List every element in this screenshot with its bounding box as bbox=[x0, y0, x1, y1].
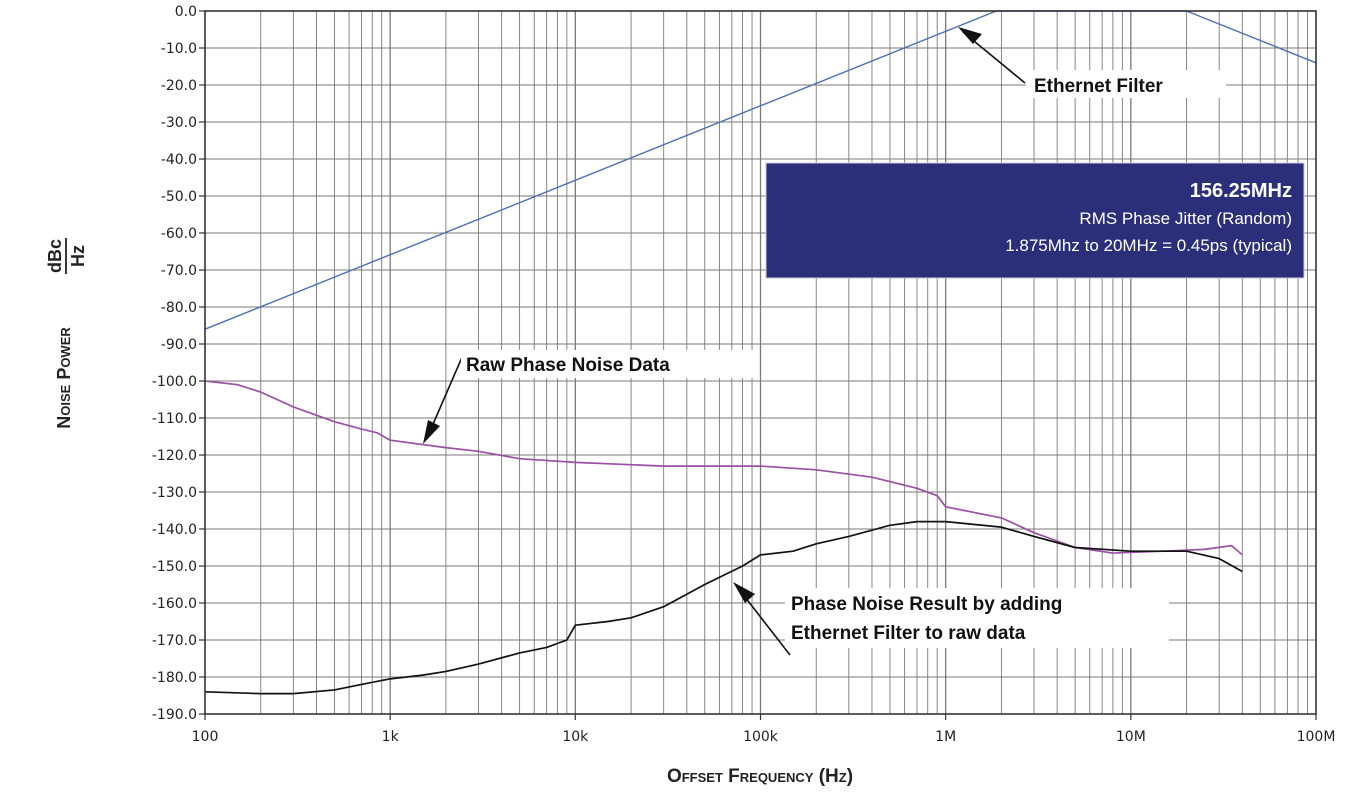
x-tick-label: 10k bbox=[562, 729, 589, 745]
y-tick-label: -150.0 bbox=[152, 559, 197, 575]
info-box-title: 156.25MHz bbox=[1190, 180, 1292, 202]
y-tick-label: -10.0 bbox=[161, 41, 197, 57]
y-tick-label: -70.0 bbox=[161, 263, 197, 279]
y-tick-label: -160.0 bbox=[152, 596, 197, 612]
y-axis-unit-denominator: Hz bbox=[68, 245, 88, 267]
x-axis-title: Offset Frequency (Hz) bbox=[667, 766, 853, 787]
y-axis-title-main: Noise Power bbox=[54, 327, 74, 429]
result-arrow-head bbox=[733, 582, 755, 603]
x-tick-label: 1k bbox=[382, 729, 400, 745]
annotation-labels: Ethernet Filter Raw Phase Noise Data Pha… bbox=[461, 70, 1226, 648]
info-box-line2: 1.875Mhz to 20MHz = 0.45ps (typical) bbox=[1005, 236, 1292, 255]
y-tick-label: -110.0 bbox=[152, 411, 197, 427]
y-tick-label: -140.0 bbox=[152, 522, 197, 538]
y-tick-label: 0.0 bbox=[175, 4, 197, 20]
y-tick-label: -80.0 bbox=[161, 300, 197, 316]
y-tick-label: -100.0 bbox=[152, 374, 197, 390]
ethernet-filter-label: Ethernet Filter bbox=[1034, 76, 1163, 97]
y-tick-label: -90.0 bbox=[161, 337, 197, 353]
y-tick-labels: 0.0 -10.0 -20.0 -30.0 -40.0 -50.0 -60.0 -70.0 -8… bbox=[152, 4, 197, 723]
y-tick-label: -30.0 bbox=[161, 115, 197, 131]
y-tick-label: -60.0 bbox=[161, 226, 197, 242]
info-box-background bbox=[765, 162, 1305, 279]
result-label-line1: Phase Noise Result by adding bbox=[791, 594, 1062, 615]
y-tick-label: -50.0 bbox=[161, 189, 197, 205]
x-tick-label: 10M bbox=[1116, 729, 1146, 745]
y-tick-label: -130.0 bbox=[152, 485, 197, 501]
y-tick-label: -170.0 bbox=[152, 633, 197, 649]
annotation-arrows bbox=[423, 27, 1026, 656]
plot-frame bbox=[199, 10, 1317, 720]
raw-noise-label: Raw Phase Noise Data bbox=[466, 355, 670, 376]
x-tick-label: 100M bbox=[1297, 729, 1336, 745]
ethernet-filter-arrow-head bbox=[958, 27, 982, 44]
y-axis-unit-numerator: dBc bbox=[45, 239, 65, 273]
y-tick-label: -40.0 bbox=[161, 152, 197, 168]
y-tick-label: -20.0 bbox=[161, 78, 197, 94]
x-tick-label: 100k bbox=[743, 729, 779, 745]
raw-noise-arrow-head bbox=[423, 420, 440, 444]
y-tick-label: -120.0 bbox=[152, 448, 197, 464]
raw-phase-noise-line bbox=[204, 380, 1243, 556]
result-label-line2: Ethernet Filter to raw data bbox=[791, 623, 1026, 644]
y-tick-label: -180.0 bbox=[152, 670, 197, 686]
y-tick-label: -190.0 bbox=[152, 707, 197, 723]
info-box-line1: RMS Phase Jitter (Random) bbox=[1079, 209, 1292, 228]
result-label-bg bbox=[785, 588, 1169, 648]
ethernet-filter-label-bg bbox=[1026, 70, 1226, 98]
y-axis-title: Noise Power dBc Hz bbox=[45, 238, 88, 429]
filtered-phase-noise-line bbox=[204, 520, 1243, 695]
x-tick-labels: 100 1k 10k 100k 1M 10M 100M bbox=[192, 729, 1336, 745]
x-tick-label: 100 bbox=[192, 729, 219, 745]
raw-noise-label-bg bbox=[461, 350, 759, 378]
x-tick-label: 1M bbox=[935, 729, 956, 745]
jitter-info-box: 156.25MHz RMS Phase Jitter (Random) 1.87… bbox=[765, 162, 1305, 279]
